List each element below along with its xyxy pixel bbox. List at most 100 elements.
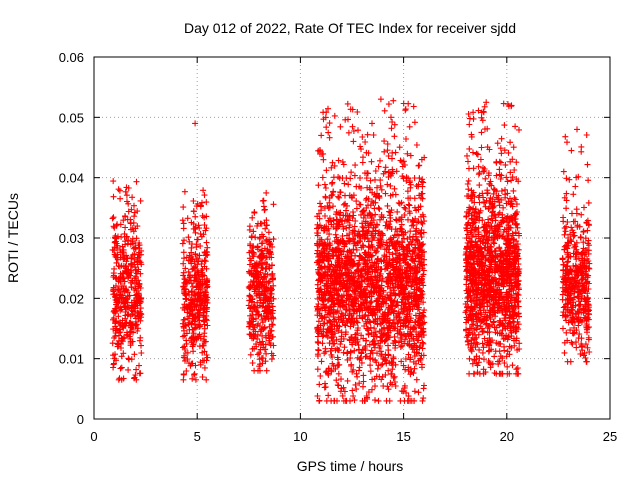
data-point	[249, 311, 256, 318]
data-point	[110, 308, 117, 315]
data-point	[419, 397, 426, 404]
data-point	[122, 241, 129, 248]
data-point	[318, 132, 325, 139]
data-point	[402, 366, 409, 373]
data-point	[121, 322, 128, 329]
data-point	[400, 320, 407, 327]
data-point	[249, 214, 256, 221]
data-point	[509, 362, 516, 369]
data-point	[246, 292, 253, 299]
data-point	[360, 154, 366, 161]
data-point	[199, 271, 206, 278]
data-point	[392, 191, 399, 198]
data-point	[129, 311, 136, 318]
data-point	[204, 354, 211, 361]
data-point	[416, 162, 423, 169]
data-point	[478, 144, 485, 151]
data-point	[353, 183, 360, 190]
data-point	[374, 365, 381, 372]
data-point	[132, 240, 139, 246]
data-point	[180, 269, 187, 276]
data-point	[250, 243, 257, 250]
data-point	[323, 124, 330, 131]
data-point	[136, 362, 142, 369]
data-point	[347, 397, 353, 404]
data-point	[137, 305, 144, 312]
data-point	[406, 234, 413, 241]
data-point	[202, 250, 209, 256]
data-point	[420, 299, 427, 306]
data-point	[203, 279, 210, 286]
data-point	[258, 355, 265, 362]
data-point	[352, 162, 359, 169]
data-point	[190, 330, 197, 337]
data-point	[193, 324, 200, 331]
data-point	[348, 363, 355, 369]
data-point	[115, 337, 122, 344]
data-point	[387, 182, 394, 189]
data-point	[391, 185, 398, 192]
data-point	[339, 175, 346, 181]
data-point	[137, 270, 144, 277]
data-point	[264, 247, 271, 254]
data-point	[577, 234, 584, 241]
data-point	[390, 97, 397, 104]
data-point	[384, 383, 391, 390]
data-point	[191, 370, 198, 377]
data-point	[124, 332, 131, 339]
data-point	[398, 358, 405, 365]
data-point	[128, 284, 135, 291]
data-point	[395, 281, 402, 288]
data-point	[194, 334, 201, 341]
data-point	[369, 120, 375, 127]
data-point	[189, 375, 196, 382]
data-point	[354, 109, 361, 115]
data-point	[189, 360, 196, 367]
data-point	[117, 307, 124, 314]
data-point	[349, 368, 356, 375]
data-point	[134, 328, 141, 334]
data-point	[183, 295, 189, 302]
data-point	[254, 261, 261, 268]
data-point	[473, 326, 480, 333]
data-point	[384, 147, 391, 154]
data-point	[476, 182, 483, 189]
data-point	[251, 288, 258, 295]
data-point	[325, 105, 331, 112]
data-point	[504, 178, 511, 185]
data-point	[269, 321, 276, 328]
data-point	[189, 255, 196, 262]
data-point	[578, 148, 585, 155]
data-point	[120, 325, 127, 332]
data-point	[260, 341, 267, 348]
data-point	[180, 371, 187, 378]
data-point	[372, 168, 379, 174]
data-point	[188, 260, 195, 267]
data-point	[339, 392, 346, 399]
data-point	[584, 227, 591, 234]
data-point	[254, 244, 261, 251]
data-point	[203, 239, 210, 246]
data-point	[474, 322, 481, 329]
data-point	[131, 275, 138, 282]
data-point	[367, 362, 374, 369]
data-point	[127, 272, 134, 279]
data-point	[383, 239, 390, 246]
data-point	[181, 237, 187, 244]
data-point	[253, 271, 259, 278]
data-point	[187, 304, 194, 310]
data-point	[321, 181, 328, 188]
data-point	[135, 251, 142, 258]
data-point	[190, 265, 197, 272]
data-point	[318, 358, 325, 365]
chart-title: Day 012 of 2022, Rate Of TEC Index for r…	[184, 20, 516, 36]
data-point	[254, 331, 261, 338]
data-point	[203, 376, 210, 383]
data-point	[202, 227, 209, 234]
data-point	[190, 348, 197, 355]
data-point	[496, 244, 503, 251]
data-point	[122, 312, 129, 319]
data-point	[261, 273, 268, 280]
data-point	[188, 288, 195, 295]
data-point	[192, 229, 199, 236]
